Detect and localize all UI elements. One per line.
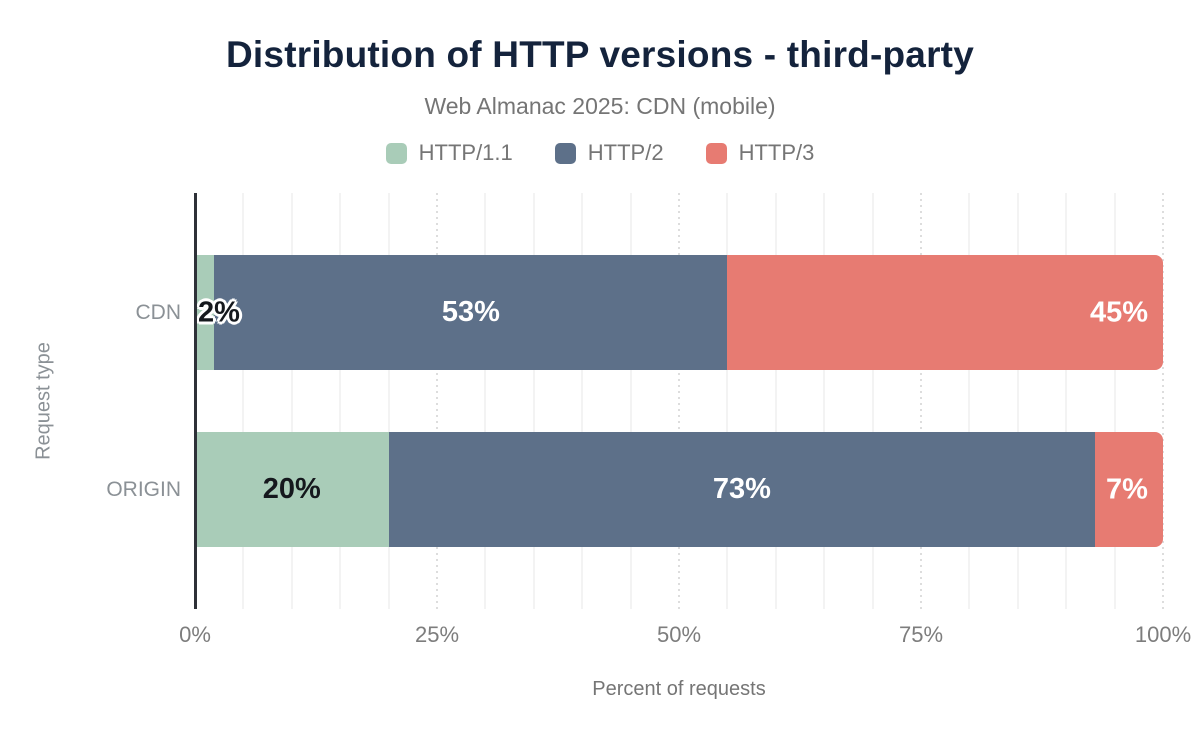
minor-gridline bbox=[581, 193, 584, 609]
value-label: 20% bbox=[262, 473, 321, 505]
minor-gridline bbox=[1016, 193, 1019, 609]
bar-segment-http-3: 7% bbox=[1095, 432, 1163, 547]
minor-gridline bbox=[484, 193, 487, 609]
chart-subtitle: Web Almanac 2025: CDN (mobile) bbox=[424, 93, 776, 119]
major-gridline bbox=[678, 193, 680, 609]
minor-gridline bbox=[290, 193, 293, 609]
category-label: ORIGIN bbox=[106, 477, 181, 501]
legend: HTTP/1.1 HTTP/2 HTTP/3 bbox=[0, 140, 1200, 166]
legend-swatch-icon bbox=[554, 142, 576, 164]
major-gridline bbox=[1162, 193, 1164, 609]
minor-gridline bbox=[968, 193, 971, 609]
value-label: 2% bbox=[198, 296, 240, 328]
minor-gridline bbox=[823, 193, 826, 609]
minor-gridline bbox=[242, 193, 245, 609]
value-label: 45% bbox=[1089, 296, 1148, 328]
x-tick-label: 25% bbox=[414, 622, 460, 647]
minor-gridline bbox=[726, 193, 729, 609]
major-gridline bbox=[436, 193, 438, 609]
legend-item-http-3: HTTP/3 bbox=[705, 140, 815, 166]
legend-swatch-icon bbox=[705, 142, 727, 164]
stacked-bar: 2% 53% 45% bbox=[195, 255, 1163, 370]
bar-segment-http-1-1: 2% bbox=[195, 255, 240, 370]
chart-title: Distribution of HTTP versions - third-pa… bbox=[226, 34, 974, 75]
bar-rows: CDN 2% 53% 45% ORIGIN 20% 73% 7% bbox=[106, 193, 1163, 609]
plot-area: CDN 2% 53% 45% ORIGIN 20% 73% 7% 0% 25% 50% 75% 100… bbox=[106, 193, 1191, 647]
x-axis-ticks: 0% 25% 50% 75% 100% bbox=[179, 622, 1191, 652]
category-label: CDN bbox=[135, 300, 182, 324]
bar-row-origin: ORIGIN 20% 73% 7% bbox=[106, 432, 1163, 547]
legend-item-http-1-1: HTTP/1.1 bbox=[385, 140, 513, 166]
bar-segment-http-2: 53% bbox=[214, 255, 728, 370]
minor-gridline bbox=[1065, 193, 1068, 609]
bar-segment-http-3: 45% bbox=[727, 255, 1163, 370]
value-label: 53% bbox=[441, 296, 500, 328]
value-label: 73% bbox=[712, 473, 771, 505]
x-tick-label: 50% bbox=[656, 622, 702, 647]
legend-label: HTTP/3 bbox=[738, 140, 815, 165]
value-label: 7% bbox=[1106, 473, 1148, 505]
x-tick-label: 0% bbox=[179, 622, 211, 647]
minor-gridline bbox=[774, 193, 777, 609]
legend-label: HTTP/1.1 bbox=[418, 140, 513, 165]
bar-segment-http-2: 73% bbox=[388, 432, 1096, 547]
minor-gridline bbox=[387, 193, 390, 609]
y-axis-title: Request type bbox=[32, 342, 55, 460]
x-tick-label: 75% bbox=[898, 622, 944, 647]
minor-gridline bbox=[629, 193, 632, 609]
x-axis-title: Percent of requests bbox=[592, 678, 766, 700]
stacked-bar: 20% 73% 7% bbox=[195, 432, 1163, 547]
x-tick-label: 100% bbox=[1134, 622, 1192, 647]
legend-label: HTTP/2 bbox=[587, 140, 664, 165]
major-gridline bbox=[920, 193, 922, 609]
y-axis-line bbox=[194, 193, 197, 609]
bar-row-cdn: CDN 2% 53% 45% bbox=[136, 255, 1163, 370]
minor-gridline bbox=[1113, 193, 1116, 609]
legend-item-http-2: HTTP/2 bbox=[554, 140, 664, 166]
minor-gridline bbox=[532, 193, 535, 609]
bar-segment-http-1-1: 20% bbox=[195, 432, 389, 547]
legend-swatch-icon bbox=[385, 142, 407, 164]
minor-gridline bbox=[339, 193, 342, 609]
minor-gridline bbox=[871, 193, 874, 609]
